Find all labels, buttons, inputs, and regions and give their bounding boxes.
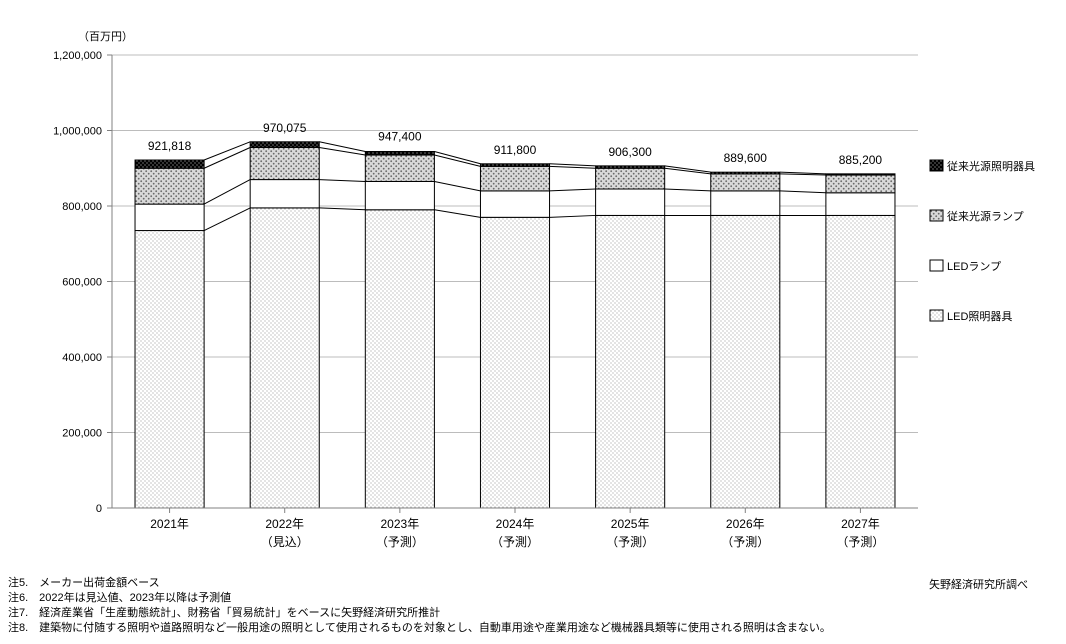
x-tick-sublabel: （予測） <box>606 535 654 549</box>
bar-segment <box>826 175 895 193</box>
x-tick-label: 2027年 <box>841 517 880 531</box>
legend-swatch <box>930 310 943 321</box>
bar-segment <box>596 189 665 215</box>
chart-svg: 0 200,000 400,000 600,000 800,000 1,000,000 1,… <box>0 0 1066 566</box>
bar-segment <box>711 191 780 216</box>
y-tick-label: 400,000 <box>62 352 102 364</box>
legend-swatch <box>930 160 943 171</box>
bar-segment <box>135 160 204 168</box>
x-tick-label: 2022年 <box>265 517 304 531</box>
bar-segment <box>711 172 780 174</box>
y-axis-unit-label: （百万円） <box>78 28 133 44</box>
bar-segment <box>480 217 549 508</box>
bar-total-label: 921,818 <box>148 139 192 153</box>
bar-segment <box>480 191 549 217</box>
footnote-left-block: 注5. メーカー出荷金額ベース 注6. 2022年は見込値、2023年以降は予測… <box>8 576 1028 635</box>
footnote-right: 矢野経済研究所調べ <box>929 576 1028 592</box>
y-tick-label: 200,000 <box>62 428 102 440</box>
bar-segment <box>596 168 665 189</box>
bar-segment <box>250 208 319 508</box>
bar-total-label: 947,400 <box>378 129 422 143</box>
y-tick-label: 1,200,000 <box>53 50 102 62</box>
bar-segment <box>826 215 895 508</box>
bar-segment <box>480 166 549 191</box>
bar-total-label: 911,800 <box>494 143 537 157</box>
bar-segment <box>365 210 434 508</box>
bar-total-label: 885,200 <box>839 153 883 167</box>
x-tick-sublabel: （予測） <box>376 535 424 549</box>
legend-swatch <box>930 210 943 221</box>
bar-segment <box>250 142 319 148</box>
y-tick-label: 600,000 <box>62 277 102 289</box>
bar-segment <box>365 181 434 209</box>
bar-segment <box>135 168 204 204</box>
x-tick-sublabel: （予測） <box>836 535 884 549</box>
bar-segment <box>480 164 549 167</box>
x-tick-label: 2026年 <box>726 517 765 531</box>
y-tick-label: 1,000,000 <box>53 126 102 138</box>
legend-swatch <box>930 260 943 271</box>
bar-total-label: 889,600 <box>724 151 768 165</box>
bar-segment <box>711 174 780 191</box>
legend-label: LED照明器具 <box>947 310 1012 323</box>
bar-segment <box>365 155 434 181</box>
bar-segment <box>250 180 319 208</box>
legend-label: LEDランプ <box>947 260 1001 273</box>
chart-container: （百万円） 0200,000400, <box>0 0 1066 644</box>
footnote-line: 注8. 建築物に付随する照明や道路照明など一般用途の照明として使用されるものを対… <box>8 621 1028 636</box>
x-tick-label: 2024年 <box>496 517 535 531</box>
legend-label: 従来光源照明器具 <box>947 159 1035 173</box>
x-tick-label: 2023年 <box>381 517 420 531</box>
x-tick-sublabel: （見込） <box>261 535 309 549</box>
bar-segment <box>135 231 204 508</box>
x-tick-label: 2021年 <box>150 517 189 531</box>
x-tick-sublabel: （予測） <box>491 535 539 549</box>
bar-segment <box>135 204 204 230</box>
bar-segment <box>596 215 665 508</box>
y-tick-label: 800,000 <box>62 201 102 213</box>
bar-total-label: 970,075 <box>263 121 307 135</box>
bar-segment <box>711 215 780 508</box>
footnote-line: 注7. 経済産業省「生産動態統計」、財務省「貿易統計」をベースに矢野経済研究所推… <box>8 606 1028 621</box>
footnote-line: 注6. 2022年は見込値、2023年以降は予測値 <box>8 591 1028 606</box>
y-tick-label: 0 <box>96 503 102 515</box>
bar-segment <box>596 166 665 168</box>
footnote-line: 注5. メーカー出荷金額ベース <box>8 576 1028 591</box>
x-tick-sublabel: （予測） <box>721 535 769 549</box>
legend-label: 従来光源ランプ <box>947 209 1024 223</box>
bar-segment <box>826 174 895 175</box>
bar-segment <box>250 147 319 179</box>
bar-total-label: 906,300 <box>608 145 652 159</box>
bar-segment <box>365 151 434 155</box>
x-tick-label: 2025年 <box>611 517 650 531</box>
bar-segment <box>826 193 895 216</box>
